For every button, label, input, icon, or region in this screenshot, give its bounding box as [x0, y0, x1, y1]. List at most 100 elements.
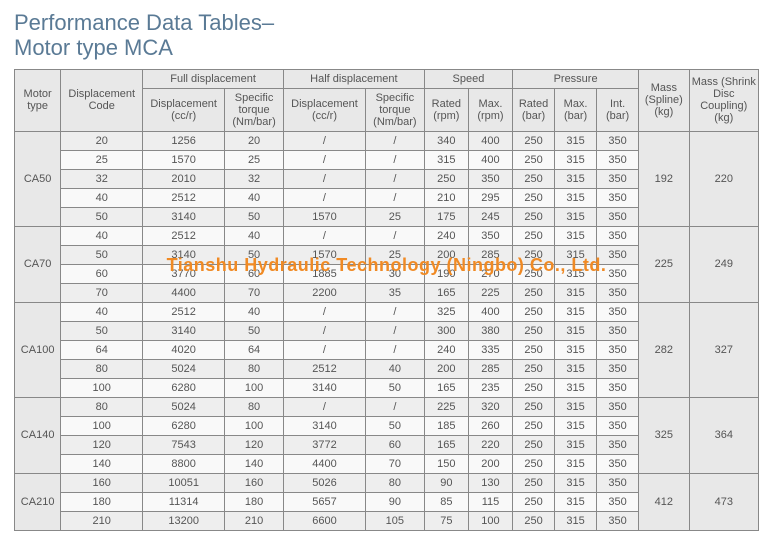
hdr-fd-cc: Displacement (cc/r)	[143, 88, 225, 131]
cell-ib: 350	[597, 397, 639, 416]
cell-ht: /	[365, 226, 424, 245]
cell-rr: 315	[424, 150, 468, 169]
cell-mb: 315	[555, 302, 597, 321]
hdr-pressure: Pressure	[513, 69, 639, 88]
cell-code: 64	[61, 340, 143, 359]
cell-ht: 70	[365, 454, 424, 473]
cell-mr: 115	[468, 492, 512, 511]
cell-rr: 200	[424, 359, 468, 378]
hdr-half-disp: Half displacement	[283, 69, 424, 88]
cell-hd: /	[283, 169, 365, 188]
cell-mass-spline: 282	[639, 302, 689, 397]
cell-rr: 165	[424, 283, 468, 302]
cell-ht: 40	[365, 359, 424, 378]
cell-ht: /	[365, 131, 424, 150]
cell-ib: 350	[597, 454, 639, 473]
cell-mb: 315	[555, 435, 597, 454]
cell-ib: 350	[597, 416, 639, 435]
cell-fd: 6280	[143, 378, 225, 397]
cell-rb: 250	[513, 321, 555, 340]
cell-ft: 50	[225, 245, 284, 264]
cell-rb: 250	[513, 378, 555, 397]
performance-table: Motor type Displacement Code Full displa…	[14, 69, 759, 531]
cell-rr: 240	[424, 226, 468, 245]
hdr-max-bar: Max. (bar)	[555, 88, 597, 131]
cell-motor-type: CA210	[15, 473, 61, 530]
cell-rr: 85	[424, 492, 468, 511]
cell-code: 50	[61, 245, 143, 264]
cell-ft: 64	[225, 340, 284, 359]
cell-mb: 315	[555, 511, 597, 530]
cell-code: 100	[61, 416, 143, 435]
cell-code: 40	[61, 302, 143, 321]
cell-rb: 250	[513, 150, 555, 169]
cell-mass-shrink: 249	[689, 226, 758, 302]
cell-mr: 320	[468, 397, 512, 416]
cell-mb: 315	[555, 359, 597, 378]
cell-mb: 315	[555, 245, 597, 264]
cell-fd: 13200	[143, 511, 225, 530]
cell-code: 70	[61, 283, 143, 302]
cell-mr: 270	[468, 264, 512, 283]
cell-ib: 350	[597, 207, 639, 226]
table-body: CA5020125620//34040025031535019222025157…	[15, 131, 759, 530]
cell-rb: 250	[513, 416, 555, 435]
cell-hd: 5657	[283, 492, 365, 511]
cell-hd: 3772	[283, 435, 365, 454]
cell-fd: 5024	[143, 359, 225, 378]
cell-code: 160	[61, 473, 143, 492]
cell-code: 80	[61, 397, 143, 416]
cell-fd: 3770	[143, 264, 225, 283]
cell-ht: 30	[365, 264, 424, 283]
cell-fd: 11314	[143, 492, 225, 511]
cell-rr: 150	[424, 454, 468, 473]
cell-ht: 50	[365, 416, 424, 435]
cell-mb: 315	[555, 188, 597, 207]
cell-code: 40	[61, 188, 143, 207]
cell-mass-spline: 225	[639, 226, 689, 302]
cell-rb: 250	[513, 302, 555, 321]
cell-rb: 250	[513, 511, 555, 530]
cell-ft: 20	[225, 131, 284, 150]
cell-mb: 315	[555, 378, 597, 397]
cell-ib: 350	[597, 150, 639, 169]
cell-mb: 315	[555, 169, 597, 188]
cell-fd: 1256	[143, 131, 225, 150]
hdr-hd-cc: Displacement (cc/r)	[283, 88, 365, 131]
cell-hd: 3140	[283, 378, 365, 397]
cell-rr: 165	[424, 378, 468, 397]
cell-mb: 315	[555, 492, 597, 511]
cell-ft: 50	[225, 207, 284, 226]
cell-mr: 235	[468, 378, 512, 397]
cell-motor-type: CA140	[15, 397, 61, 473]
cell-rb: 250	[513, 188, 555, 207]
cell-ht: 25	[365, 207, 424, 226]
cell-mb: 315	[555, 131, 597, 150]
cell-mr: 225	[468, 283, 512, 302]
cell-ht: /	[365, 397, 424, 416]
cell-ht: /	[365, 302, 424, 321]
cell-mass-spline: 412	[639, 473, 689, 530]
cell-fd: 4020	[143, 340, 225, 359]
cell-fd: 4400	[143, 283, 225, 302]
hdr-motor-type: Motor type	[15, 69, 61, 131]
cell-rb: 250	[513, 207, 555, 226]
table-header: Motor type Displacement Code Full displa…	[15, 69, 759, 131]
cell-rr: 250	[424, 169, 468, 188]
cell-mr: 200	[468, 454, 512, 473]
cell-rr: 75	[424, 511, 468, 530]
cell-motor-type: CA70	[15, 226, 61, 302]
cell-ib: 350	[597, 226, 639, 245]
cell-rr: 90	[424, 473, 468, 492]
cell-mr: 380	[468, 321, 512, 340]
cell-ht: 80	[365, 473, 424, 492]
cell-hd: 6600	[283, 511, 365, 530]
cell-code: 100	[61, 378, 143, 397]
cell-rb: 250	[513, 473, 555, 492]
cell-mass-shrink: 220	[689, 131, 758, 226]
cell-hd: /	[283, 397, 365, 416]
cell-hd: 1570	[283, 207, 365, 226]
cell-rb: 250	[513, 359, 555, 378]
cell-mass-shrink: 327	[689, 302, 758, 397]
cell-ft: 140	[225, 454, 284, 473]
